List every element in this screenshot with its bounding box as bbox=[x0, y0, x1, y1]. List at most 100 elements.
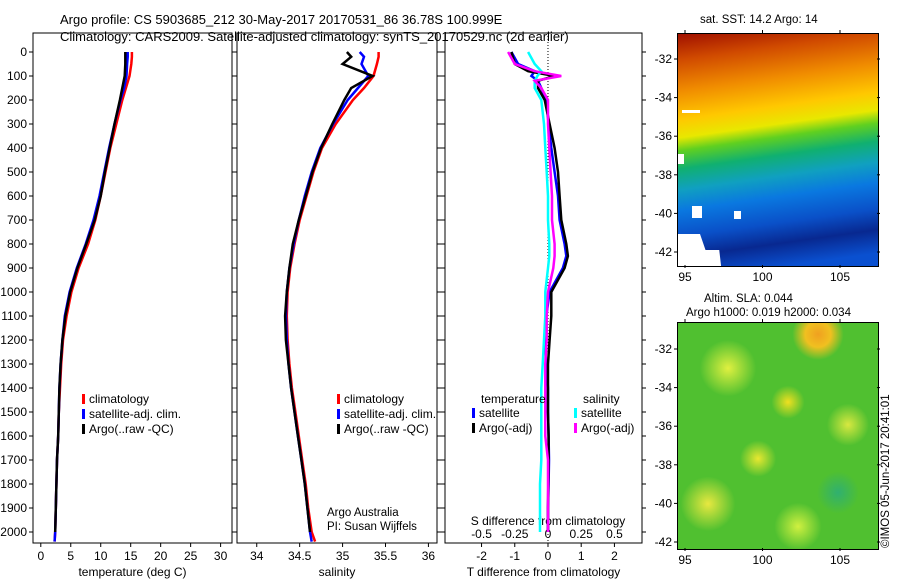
x-axis-label: temperature (deg C) bbox=[78, 565, 186, 579]
map-lon-label: 100 bbox=[752, 270, 772, 284]
x-tick-label: 35.5 bbox=[374, 549, 398, 563]
x-axis-label: T difference from climatology bbox=[467, 565, 621, 579]
y-tick-label: 0 bbox=[20, 45, 27, 59]
map-lat-label: -34 bbox=[655, 381, 673, 395]
x-tick-label: 36 bbox=[422, 549, 436, 563]
legend-label: satellite-adj. clim. bbox=[344, 407, 436, 421]
s-tick-label: 0.25 bbox=[570, 527, 594, 541]
series-line-s-argo-adj- bbox=[507, 51, 562, 532]
map-lat-label: -42 bbox=[655, 245, 673, 259]
legend-swatch bbox=[82, 409, 85, 419]
map-lat-label: -38 bbox=[655, 458, 673, 472]
sst-map bbox=[677, 33, 879, 267]
x-tick-label: 2 bbox=[611, 549, 618, 563]
panel-frame bbox=[32, 32, 233, 544]
y-tick-label: 1500 bbox=[0, 405, 27, 419]
map-lat-label: -36 bbox=[655, 129, 673, 143]
legend-label: climatology bbox=[344, 392, 404, 406]
y-tick-label: 400 bbox=[7, 141, 27, 155]
s-tick-label: 0 bbox=[545, 527, 552, 541]
y-tick-label: 1000 bbox=[0, 285, 27, 299]
credit-text: Argo Australia bbox=[327, 507, 399, 519]
title-line-1: Argo profile: CS 5903685_212 30-May-2017… bbox=[60, 12, 503, 27]
series-line-satellite-adj-clim- bbox=[284, 51, 370, 542]
x-tick-label: 30 bbox=[214, 549, 228, 563]
y-tick-label: 2000 bbox=[0, 525, 27, 539]
legend-swatch bbox=[472, 408, 475, 418]
legend-label: climatology bbox=[89, 392, 149, 406]
legend-swatch bbox=[337, 424, 340, 434]
map-lon-label: 105 bbox=[830, 270, 850, 284]
pi-text: PI: Susan Wijffels bbox=[327, 521, 417, 533]
y-tick-label: 1700 bbox=[0, 453, 27, 467]
x-tick-label: 25 bbox=[184, 549, 198, 563]
legend-swatch bbox=[82, 394, 85, 404]
s-tick-label: -0.5 bbox=[471, 527, 492, 541]
legend-swatch bbox=[574, 423, 577, 433]
sla-map-subtitle: Argo h1000: 0.019 h2000: 0.034 bbox=[686, 307, 851, 319]
y-tick-label: 600 bbox=[7, 189, 27, 203]
s-tick-label: -0.25 bbox=[501, 527, 529, 541]
y-tick-label: 200 bbox=[7, 93, 27, 107]
legend-label: Argo(-adj) bbox=[479, 421, 532, 435]
x-tick-label: 34 bbox=[250, 549, 264, 563]
legend-label: Argo(..raw -QC) bbox=[89, 422, 174, 436]
series-line-climatology bbox=[53, 52, 134, 542]
map-lon-label: 95 bbox=[678, 270, 692, 284]
map-lat-label: -42 bbox=[655, 535, 673, 549]
legend-swatch bbox=[82, 424, 85, 434]
map-lon-label: 95 bbox=[678, 553, 692, 567]
map-lon-label: 105 bbox=[830, 553, 850, 567]
y-tick-label: 1200 bbox=[0, 333, 27, 347]
y-tick-label: 1400 bbox=[0, 381, 27, 395]
legend-label: satellite bbox=[581, 406, 622, 420]
legend-swatch bbox=[574, 408, 577, 418]
legend-swatch bbox=[337, 394, 340, 404]
series-line-s-satellite bbox=[527, 51, 551, 532]
legend-label: satellite-adj. clim. bbox=[89, 407, 181, 421]
panel-frame bbox=[236, 32, 438, 544]
y-tick-label: 900 bbox=[7, 261, 27, 275]
map-lat-label: -40 bbox=[655, 496, 673, 510]
map-lon-label: 100 bbox=[752, 553, 772, 567]
y-tick-label: 800 bbox=[7, 237, 27, 251]
s-tick-label: 0.5 bbox=[606, 527, 623, 541]
y-tick-label: 700 bbox=[7, 213, 27, 227]
series-line-argo-raw-qc- bbox=[53, 52, 127, 533]
map-lat-label: -32 bbox=[655, 52, 673, 66]
series-line-argo-raw-qc- bbox=[283, 51, 376, 533]
y-tick-label: 500 bbox=[7, 165, 27, 179]
legend-label: satellite bbox=[479, 406, 520, 420]
legend-label: Argo(..raw -QC) bbox=[344, 422, 429, 436]
sst-map-title: sat. SST: 14.2 Argo: 14 bbox=[700, 14, 818, 26]
legend-title: temperature bbox=[481, 392, 546, 406]
map-lat-label: -36 bbox=[655, 419, 673, 433]
x-tick-label: 5 bbox=[67, 549, 74, 563]
x-tick-label: 1 bbox=[578, 549, 585, 563]
y-tick-label: 300 bbox=[7, 117, 27, 131]
series-line-t-argo-adj- bbox=[510, 51, 570, 532]
legend-title: salinity bbox=[583, 392, 620, 406]
sla-map-title: Altim. SLA: 0.044 bbox=[704, 293, 793, 305]
sla-map bbox=[677, 322, 879, 550]
y-tick-label: 1300 bbox=[0, 357, 27, 371]
panel-frame bbox=[444, 32, 643, 544]
x-tick-label: 0 bbox=[545, 549, 552, 563]
map-lat-label: -32 bbox=[655, 342, 673, 356]
x-tick-label: 35 bbox=[336, 549, 350, 563]
y-tick-label: 1900 bbox=[0, 501, 27, 515]
y-tick-label: 1100 bbox=[1, 309, 27, 323]
series-line-t-satellite bbox=[510, 51, 568, 532]
x-tick-label: 0 bbox=[37, 549, 44, 563]
map-lat-label: -38 bbox=[655, 168, 673, 182]
x-tick-label: -1 bbox=[509, 549, 520, 563]
x-tick-label: -2 bbox=[476, 549, 487, 563]
x-tick-label: 34.5 bbox=[288, 549, 312, 563]
map-lat-label: -34 bbox=[655, 91, 673, 105]
legend-label: Argo(-adj) bbox=[581, 421, 634, 435]
x-axis-label: salinity bbox=[319, 565, 356, 579]
y-tick-label: 1800 bbox=[0, 477, 27, 491]
legend-swatch bbox=[472, 423, 475, 433]
